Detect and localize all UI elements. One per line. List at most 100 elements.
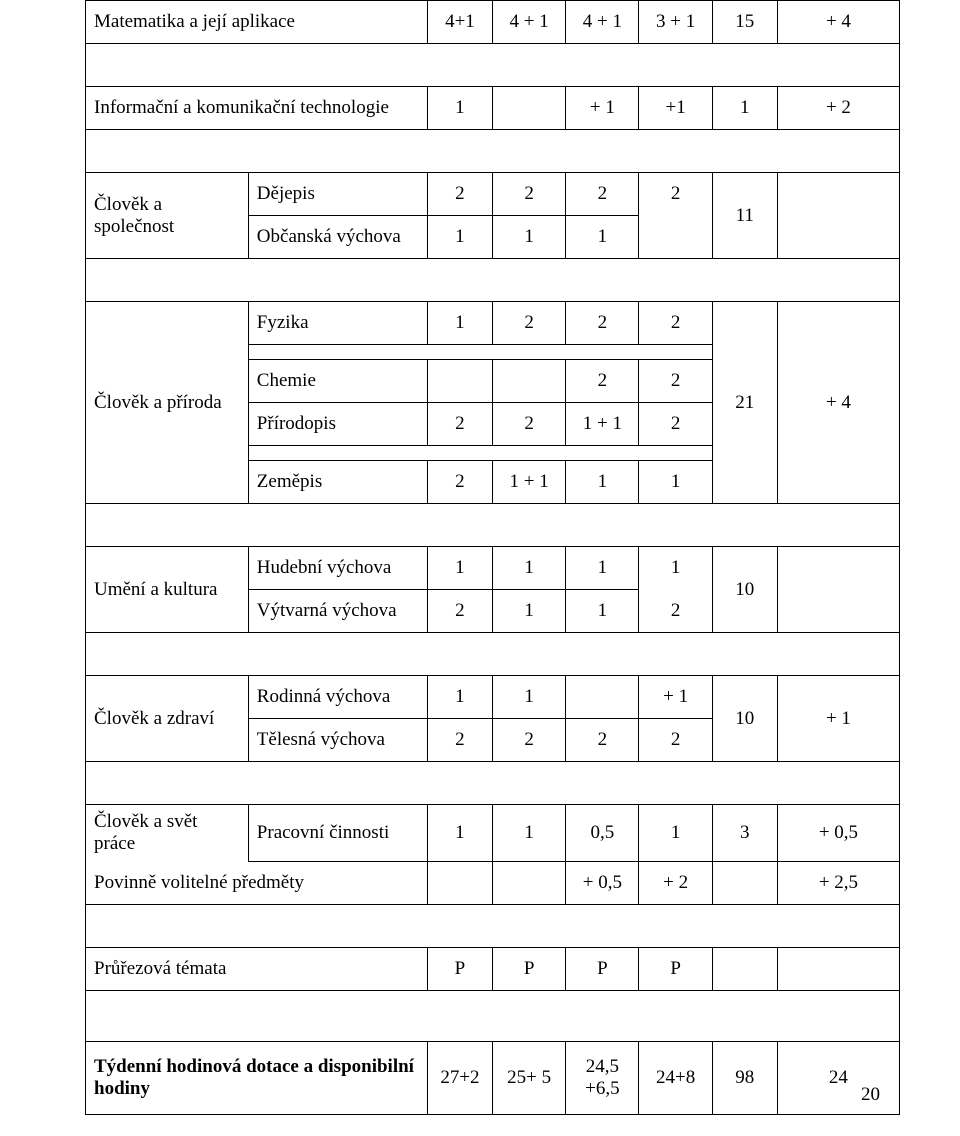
row-label: Tělesná výchova xyxy=(248,719,427,762)
cell xyxy=(566,676,639,719)
cell: + 0,5 xyxy=(777,805,899,862)
cell xyxy=(492,360,565,403)
row-label: Povinně volitelné předměty xyxy=(86,861,428,904)
cell: 1 xyxy=(427,216,492,259)
cell: 2 xyxy=(427,403,492,446)
cell: 1 xyxy=(566,590,639,633)
cell xyxy=(712,861,777,904)
cell: 1 xyxy=(492,216,565,259)
table-spacer xyxy=(86,130,900,173)
cell xyxy=(639,216,712,259)
cell: 1 xyxy=(427,87,492,130)
cell xyxy=(777,461,899,504)
row-label: Dějepis xyxy=(248,173,427,216)
cell: 0,5 xyxy=(566,805,639,862)
cell: 1 xyxy=(492,676,565,719)
group-label: Člověk a příroda xyxy=(86,360,249,446)
cell: 4+1 xyxy=(427,1,492,44)
cell: 2 xyxy=(427,461,492,504)
cell: 24,5 +6,5 xyxy=(566,1041,639,1114)
cell: 2 xyxy=(566,173,639,216)
cell: 1 xyxy=(492,805,565,862)
table-row: Matematika a její aplikace 4+1 4 + 1 4 +… xyxy=(86,1,900,44)
cell: 2 xyxy=(427,590,492,633)
row-label: Informační a komunikační technologie xyxy=(86,87,428,130)
cell: 3 + 1 xyxy=(639,1,712,44)
row-label: Hudební výchova xyxy=(248,547,427,590)
cell: 1 xyxy=(566,216,639,259)
cell xyxy=(712,947,777,990)
cell: 1 xyxy=(427,302,492,345)
cell: 1 xyxy=(639,805,712,862)
cell: 2 xyxy=(492,302,565,345)
cell: + 2,5 xyxy=(777,861,899,904)
cell: 1 xyxy=(639,547,712,590)
cell: 25+ 5 xyxy=(492,1041,565,1114)
cell: 2 xyxy=(427,173,492,216)
group-cell xyxy=(86,461,249,504)
cell: 2 xyxy=(639,403,712,446)
row-label: Průřezová témata xyxy=(86,947,428,990)
cell: 1 xyxy=(712,87,777,130)
cell: 2 xyxy=(639,719,712,762)
cell: 98 xyxy=(712,1041,777,1114)
row-label: Rodinná výchova xyxy=(248,676,427,719)
table-row: Člověk a společnost Dějepis 2 2 2 2 11 xyxy=(86,173,900,216)
cell: 1 xyxy=(492,590,565,633)
cell: 2 xyxy=(639,173,712,216)
cell: + 1 xyxy=(777,676,899,762)
cell: 1 xyxy=(492,547,565,590)
group-cell xyxy=(86,302,249,360)
cell: 2 xyxy=(639,302,712,345)
cell: 1 xyxy=(427,805,492,862)
cell: P xyxy=(427,947,492,990)
row-label: Chemie xyxy=(248,360,427,403)
cell: 2 xyxy=(492,719,565,762)
table-spacer xyxy=(86,990,900,1041)
cell: + 0,5 xyxy=(566,861,639,904)
table-row: Průřezová témata P P P P xyxy=(86,947,900,990)
cell: 2 xyxy=(639,360,712,403)
cell: 2 xyxy=(639,590,712,633)
cell: 24 xyxy=(777,1041,899,1114)
cell xyxy=(427,360,492,403)
row-label: Výtvarná výchova xyxy=(248,590,427,633)
table-row: Povinně volitelné předměty + 0,5 + 2 + 2… xyxy=(86,861,900,904)
cell: P xyxy=(492,947,565,990)
cell: 2 xyxy=(427,719,492,762)
table-spacer xyxy=(86,504,900,547)
table-row: Fyzika 1 2 2 2 xyxy=(86,302,900,345)
cell: 2 xyxy=(566,302,639,345)
row-label: Matematika a její aplikace xyxy=(86,1,428,44)
group-label: Člověk a svět práce xyxy=(86,805,249,862)
cell: 21 xyxy=(712,360,777,446)
cell: 27+2 xyxy=(427,1041,492,1114)
group-label: Člověk a společnost xyxy=(86,173,249,259)
cell: + 4 xyxy=(777,1,899,44)
cell: + 2 xyxy=(777,87,899,130)
cell: 1 xyxy=(427,547,492,590)
cell xyxy=(492,861,565,904)
cell: 2 xyxy=(492,403,565,446)
cell: +1 xyxy=(639,87,712,130)
table-spacer xyxy=(86,44,900,87)
table-row: Člověk a svět práce Pracovní činnosti 1 … xyxy=(86,805,900,862)
cell: 2 xyxy=(566,360,639,403)
cell xyxy=(712,461,777,504)
group-label: Umění a kultura xyxy=(86,547,249,633)
cell: 10 xyxy=(712,676,777,762)
cell: + 1 xyxy=(566,87,639,130)
row-label: Přírodopis xyxy=(248,403,427,446)
table-spacer xyxy=(86,904,900,947)
table-spacer xyxy=(86,762,900,805)
cell: 2 xyxy=(566,719,639,762)
cell: 2 xyxy=(492,173,565,216)
row-label: Občanská výchova xyxy=(248,216,427,259)
cell xyxy=(777,173,899,259)
page: Matematika a její aplikace 4+1 4 + 1 4 +… xyxy=(0,0,960,1136)
cell: + 2 xyxy=(639,861,712,904)
row-label: Zeměpis xyxy=(248,461,427,504)
cell: 10 xyxy=(712,547,777,633)
cell xyxy=(492,87,565,130)
cell: 4 + 1 xyxy=(492,1,565,44)
